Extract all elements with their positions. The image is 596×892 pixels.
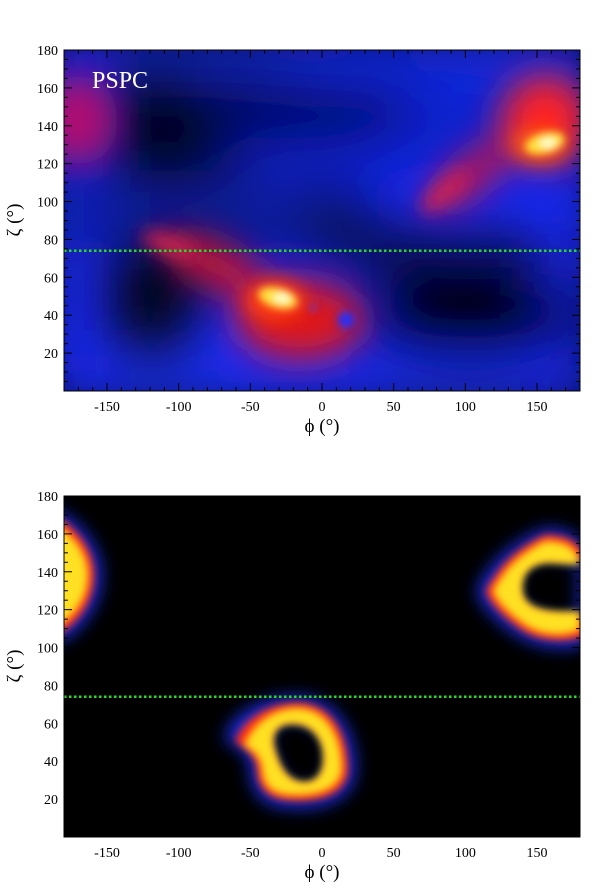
x-tick-label: -100: [166, 400, 192, 415]
x-tick-label: 150: [527, 400, 548, 415]
x-tick-label: -50: [241, 846, 260, 861]
x-tick-label: 0: [319, 846, 326, 861]
heatmap-model: [64, 496, 580, 837]
x-axis-label: ϕ (°): [304, 416, 339, 437]
y-tick-label: 80: [44, 679, 58, 694]
y-tick-label: 160: [37, 82, 58, 97]
x-tick-label: -150: [94, 400, 120, 415]
x-tick-label: 100: [455, 400, 476, 415]
x-axis-label: ϕ (°): [304, 862, 339, 883]
panel-annotation: PSPC: [92, 68, 148, 94]
y-axis-label: ζ (°): [4, 204, 25, 237]
y-tick-label: 20: [44, 347, 58, 362]
y-tick-label: 120: [37, 158, 58, 173]
x-tick-label: 0: [319, 400, 326, 415]
x-tick-label: 50: [387, 846, 401, 861]
y-tick-label: 100: [37, 196, 58, 211]
y-tick-label: 60: [44, 271, 58, 286]
x-tick-label: -150: [94, 846, 120, 861]
heatmap-pspc-peak-layer: [258, 132, 565, 328]
heatmap-model-core: [64, 530, 580, 796]
y-tick-label: 140: [37, 566, 58, 581]
x-tick-label: -100: [166, 846, 192, 861]
heatmap-pspc: [64, 50, 580, 391]
y-tick-label: 20: [44, 793, 58, 808]
y-tick-label: 120: [37, 604, 58, 619]
y-tick-label: 40: [44, 755, 58, 770]
y-tick-label: 140: [37, 120, 58, 135]
panel-pspc: -150 -100 -50 0 50 100 150 20 40 60 80 100 120 140 160…: [4, 44, 581, 437]
x-tick-label: 50: [387, 400, 401, 415]
y-axis-label: ζ (°): [4, 650, 25, 683]
y-tick-label: 80: [44, 233, 58, 248]
x-tick-label: 150: [527, 846, 548, 861]
y-tick-label: 40: [44, 309, 58, 324]
y-tick-label: 180: [37, 490, 58, 505]
panel-model: -150 -100 -50 0 50 100 150 20 40 60 80 100 120 140 160…: [4, 490, 581, 883]
axis-ticks: -150 -100 -50 0 50 100 150 20 40 60 80 100 120 140 160…: [37, 490, 580, 861]
y-tick-label: 60: [44, 717, 58, 732]
x-tick-label: 100: [455, 846, 476, 861]
y-tick-label: 180: [37, 44, 58, 59]
x-tick-label: -50: [241, 400, 260, 415]
axis-ticks: -150 -100 -50 0 50 100 150 20 40 60 80 100 120 140 160…: [37, 44, 580, 415]
y-tick-label: 160: [37, 528, 58, 543]
y-tick-label: 100: [37, 642, 58, 657]
